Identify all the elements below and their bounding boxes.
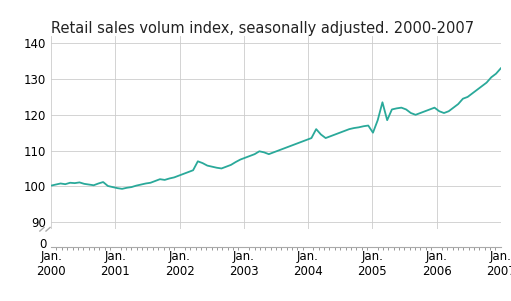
Text: Retail sales volum index, seasonally adjusted. 2000-2007: Retail sales volum index, seasonally adj… [51, 21, 474, 36]
